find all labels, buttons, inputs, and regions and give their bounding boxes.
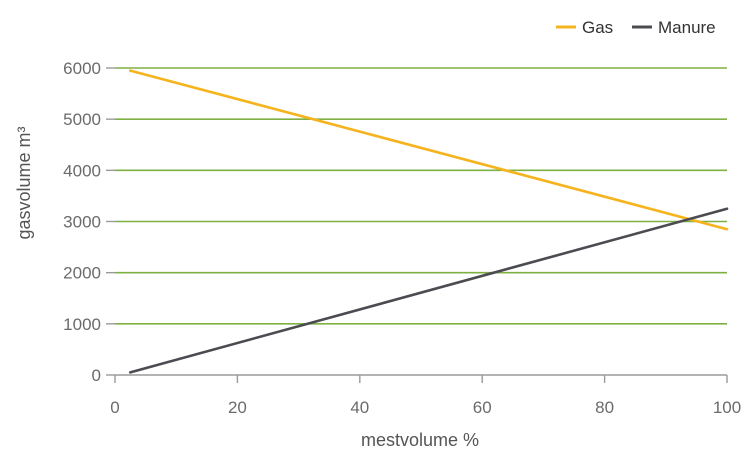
x-tick-label-40: 40 [350, 398, 369, 417]
x-tick-label-60: 60 [473, 398, 492, 417]
legend-label-gas: Gas [582, 18, 613, 37]
y-tick-label-6000: 6000 [63, 59, 101, 78]
x-axis-title: mestvolume % [361, 430, 479, 450]
x-tick-label-100: 100 [713, 398, 741, 417]
series-line-gas [129, 69, 729, 231]
y-tick-label-0: 0 [92, 366, 101, 385]
x-tick-label-80: 80 [595, 398, 614, 417]
grid-lines [115, 67, 727, 325]
series-line-manure [129, 207, 729, 374]
legend: Gas Manure [556, 18, 716, 37]
x-tick-label-0: 0 [110, 398, 119, 417]
series-lines [129, 69, 729, 374]
y-tick-label-1000: 1000 [63, 315, 101, 334]
y-tick-label-4000: 4000 [63, 161, 101, 180]
axes: 0 1000 2000 3000 4000 5000 6000 0 20 40 60 80 100 [63, 59, 741, 417]
y-tick-label-5000: 5000 [63, 110, 101, 129]
legend-label-manure: Manure [658, 18, 716, 37]
y-tick-label-3000: 3000 [63, 213, 101, 232]
y-tick-label-2000: 2000 [63, 264, 101, 283]
y-axis-title: gasvolume m³ [14, 126, 34, 239]
x-tick-label-20: 20 [228, 398, 247, 417]
